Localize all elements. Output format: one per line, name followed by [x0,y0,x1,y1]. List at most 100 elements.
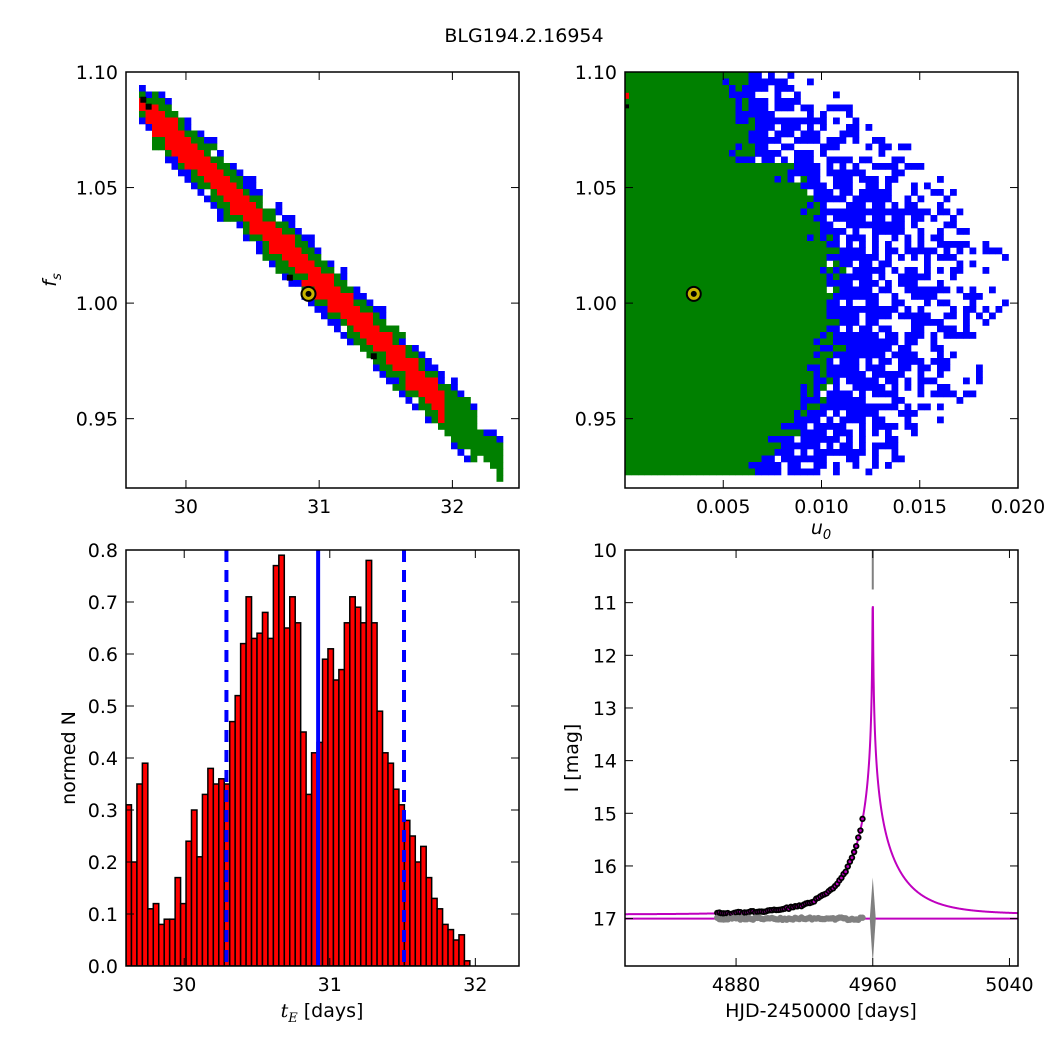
heatmap-cell [165,111,172,118]
heatmap-cell [833,234,840,242]
heatmap-cell [748,98,756,105]
y-tick-label: 15 [593,803,617,825]
heatmap-cell [885,195,892,203]
heatmap-cell [690,137,697,144]
heatmap-cell [833,468,840,476]
heatmap-cell [813,273,821,281]
heatmap-cell [638,247,645,255]
heatmap-cell [158,124,166,131]
heatmap-cell [748,72,756,79]
heatmap-cell [794,247,801,255]
heatmap-cell [690,462,697,469]
heatmap-cell [839,169,847,177]
heatmap-cell [217,176,224,183]
heatmap-cell [353,332,361,339]
data-point-center [861,817,864,821]
heatmap-cell [386,345,393,352]
heatmap-cell [709,442,717,450]
heatmap-cell [878,358,886,365]
heatmap-cell [644,358,652,365]
heatmap-cell [891,169,899,177]
heatmap-cell [327,267,335,274]
heatmap-cell [742,130,749,138]
tE-fs-ylabel-sub: s [50,273,65,280]
heatmap-cell [709,215,717,222]
heatmap-cell [878,371,886,378]
heatmap-cell [969,260,977,268]
heatmap-cell [703,150,710,157]
heatmap-cell [969,390,977,398]
heatmap-cell [807,267,814,274]
heatmap-cell [716,182,723,190]
heatmap-cell [399,338,406,346]
heatmap-cell [496,455,504,463]
heatmap-cell [677,384,684,391]
heatmap-cell [852,449,860,456]
heatmap-cell [477,442,484,450]
heatmap-cell [872,410,879,417]
heatmap-cell [794,410,801,417]
heatmap-cell [787,416,795,424]
heatmap-cell [638,280,645,287]
heatmap-cell [644,377,652,385]
heatmap-cell [690,423,697,430]
heatmap-cell [755,312,762,320]
heatmap-cell [872,215,879,222]
heatmap-cell [898,364,905,372]
heatmap-cell [625,332,632,339]
heatmap-cell [677,72,684,79]
heatmap-cell [781,234,788,242]
heatmap-cell [742,442,749,450]
heatmap-cell [664,442,671,450]
heatmap-cell [794,351,801,359]
heatmap-cell [282,221,289,229]
heatmap-cell [742,377,749,385]
heatmap-cell [742,72,749,79]
heatmap-cell [651,332,658,339]
heatmap-cell [748,358,756,365]
heatmap-cell [373,332,380,339]
heatmap-cell [677,130,684,138]
heatmap-cell [729,351,736,359]
heatmap-cell [729,104,736,112]
heatmap-cell [742,228,749,235]
heatmap-cell [872,351,879,359]
x-tick-label: 0.015 [893,496,947,518]
heatmap-cell [839,364,847,372]
hist-bar [327,648,335,966]
heatmap-cell [625,150,632,157]
heatmap-cell [644,442,652,450]
heatmap-cell [677,280,684,287]
heatmap-cell [846,273,853,281]
heatmap-cell [742,163,749,170]
heatmap-cell [911,286,918,294]
heatmap-cell [826,163,834,170]
black-point [145,103,152,110]
heatmap-cell [800,215,808,222]
heatmap-cell [670,436,678,443]
heatmap-cell [937,228,944,235]
heatmap-cell [735,104,743,112]
heatmap-cell [444,397,452,404]
heatmap-cell [191,182,198,190]
heatmap-cell [917,195,925,203]
heatmap-cell [670,390,678,398]
heatmap-cell [878,228,886,235]
heatmap-cell [761,403,769,411]
heatmap-cell [742,254,749,261]
heatmap-cell [651,293,658,300]
heatmap-cell [904,384,912,391]
hist-bar [338,668,346,966]
heatmap-cell [885,208,892,216]
heatmap-cell [651,384,658,391]
heatmap-cell [243,195,250,203]
heatmap-cell [664,273,671,281]
heatmap-cell [664,85,671,92]
heatmap-cell [839,416,847,424]
heatmap-cell [282,267,289,274]
heatmap-cell [787,351,795,359]
heatmap-cell [631,72,639,79]
heatmap-cell [826,332,834,339]
heatmap-cell [924,312,931,320]
heatmap-cell [677,85,684,92]
